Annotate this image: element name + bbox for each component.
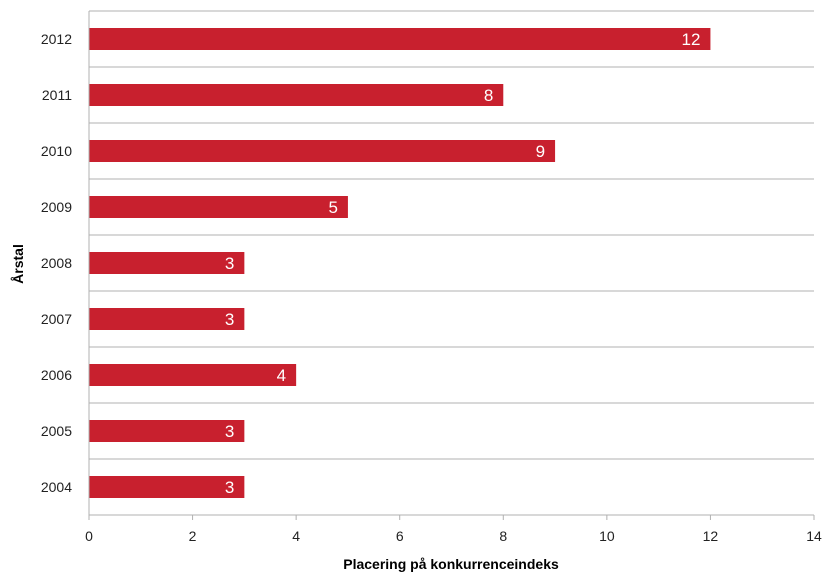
y-tick-label: 2008 [41, 255, 72, 271]
bar-value-label: 3 [225, 310, 234, 329]
bars: 12 8 9 5 3 3 4 3 3 [89, 28, 711, 498]
y-tick-label: 2007 [41, 311, 72, 327]
x-tick-label: 12 [703, 528, 719, 544]
bar-value-label: 8 [484, 86, 493, 105]
bar [89, 308, 245, 330]
y-tick-label: 2009 [41, 199, 72, 215]
bar-value-label: 5 [328, 198, 337, 217]
y-tick-label: 2005 [41, 423, 72, 439]
bar-value-label: 9 [536, 142, 545, 161]
x-tick-label: 4 [292, 528, 300, 544]
bar [89, 140, 556, 162]
bar-value-label: 12 [682, 30, 701, 49]
x-tick-label: 8 [499, 528, 507, 544]
y-tick-label: 2011 [42, 87, 72, 103]
bar [89, 476, 245, 498]
grid-lines [89, 10, 814, 516]
bar-value-label: 3 [225, 422, 234, 441]
bar-value-label: 3 [225, 254, 234, 273]
x-axis: 0 2 4 6 8 10 12 14 [85, 11, 822, 544]
bar-value-label: 3 [225, 478, 234, 497]
bar [89, 84, 504, 106]
y-tick-label: 2010 [41, 143, 72, 159]
y-tick-labels: 2012 2011 2010 2009 2008 2007 2006 2005 2004 [41, 31, 72, 495]
y-tick-label: 2004 [41, 479, 72, 495]
y-axis-title: Årstal [10, 244, 26, 284]
bar [89, 196, 348, 218]
bar [89, 28, 711, 50]
y-tick-label: 2012 [41, 31, 72, 47]
x-tick-label: 2 [189, 528, 197, 544]
x-tick-label: 6 [396, 528, 404, 544]
bar [89, 252, 245, 274]
bar-value-label: 4 [277, 366, 286, 385]
bar [89, 364, 297, 386]
y-tick-label: 2006 [41, 367, 72, 383]
x-tick-label: 10 [599, 528, 615, 544]
bar [89, 420, 245, 442]
x-tick-label: 0 [85, 528, 93, 544]
x-tick-label: 14 [806, 528, 822, 544]
x-axis-title: Placering på konkurrenceindeks [343, 556, 559, 572]
